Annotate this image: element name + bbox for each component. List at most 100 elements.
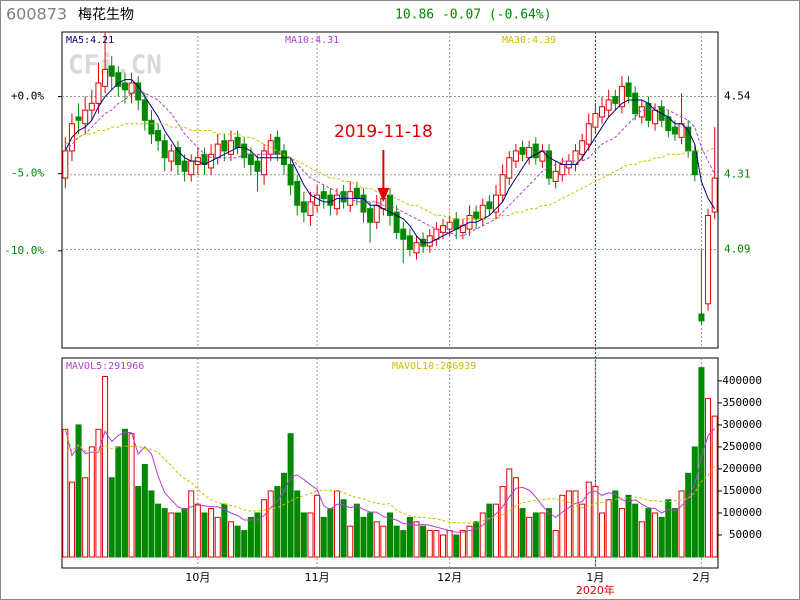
volume-bar	[625, 494, 632, 558]
volume-bar	[261, 499, 268, 558]
candle-body	[161, 140, 168, 159]
candle-body	[174, 147, 181, 166]
volume-bar	[711, 415, 718, 558]
candle-body	[532, 143, 539, 159]
volume-bar	[678, 490, 685, 558]
volume-bar	[161, 508, 168, 558]
candle-body	[294, 181, 301, 206]
ma-line	[64, 79, 716, 244]
y-tick-label: 400000	[722, 374, 762, 387]
watermark: CFi.CN	[68, 51, 162, 81]
candle-body	[493, 194, 500, 213]
volume-bar	[393, 525, 400, 558]
candle-body	[446, 221, 453, 230]
candle-body	[711, 177, 718, 213]
volume-bar	[386, 512, 394, 558]
candle-body	[75, 116, 82, 121]
volume-bar	[141, 464, 148, 558]
candle-body	[519, 147, 526, 155]
volume-bar	[671, 508, 678, 558]
volume-bar	[486, 503, 493, 558]
volume-bar	[327, 508, 334, 558]
candle-body	[486, 201, 493, 210]
volume-bar	[433, 530, 440, 558]
volume-bar	[532, 512, 539, 558]
candle-body	[62, 150, 69, 179]
candle-body	[473, 211, 480, 220]
volume-bar	[632, 503, 639, 558]
volume-bar	[102, 375, 109, 558]
volume-bar	[539, 512, 546, 558]
y-tick-label: 4.09	[724, 242, 751, 255]
candle-body	[307, 201, 314, 216]
volume-bar	[612, 490, 619, 558]
candle-body	[274, 136, 281, 155]
ma-line	[65, 123, 715, 220]
candle-body	[433, 228, 440, 240]
stock-code: 600873	[6, 5, 67, 24]
volume-bar	[493, 503, 500, 558]
volume-bar	[314, 494, 321, 558]
candle-body	[546, 150, 553, 179]
candle-body	[227, 140, 234, 155]
volume-bar	[108, 477, 115, 558]
candle-body	[115, 72, 122, 87]
candle-body	[340, 191, 347, 203]
volume-bar	[559, 494, 566, 558]
volume-bar	[68, 481, 75, 558]
volume-bar	[585, 481, 592, 558]
x-tick-label: 1月	[586, 571, 604, 584]
volume-bar	[221, 503, 228, 558]
volume-bar	[420, 525, 427, 558]
candle-body	[82, 109, 89, 125]
candle-body	[579, 140, 586, 155]
volume-bar	[62, 428, 69, 558]
volume-bar	[552, 530, 559, 558]
candle-body	[393, 211, 400, 233]
candle-body	[413, 242, 420, 254]
y-tick-label: 100000	[722, 506, 762, 519]
candle-body	[426, 235, 433, 247]
volume-bar	[685, 472, 692, 558]
quote: 10.86 -0.07 (-0.64%)	[395, 8, 552, 23]
candle-body	[141, 99, 148, 121]
y-tick-label: 4.31	[724, 168, 751, 181]
candle-body	[400, 228, 407, 240]
volume-bar	[638, 521, 645, 558]
candle-body	[287, 164, 294, 186]
volume-bar	[121, 428, 128, 558]
y2-tick-label: -10.0%	[4, 244, 44, 257]
y-tick-label: 150000	[722, 484, 762, 497]
candle-body	[592, 113, 599, 128]
volume-bar	[413, 521, 420, 558]
candle-body	[585, 123, 592, 145]
candle-body	[605, 99, 612, 111]
candle-body	[188, 160, 195, 176]
candle-body	[121, 82, 128, 91]
candle-body	[181, 160, 188, 172]
stock-name: 梅花生物	[78, 7, 134, 23]
volume-bar	[446, 530, 453, 558]
volume-bar	[294, 490, 301, 558]
volume-bar	[115, 446, 122, 558]
legend-entry: MA10:4.31	[285, 35, 339, 46]
volume-bar	[287, 433, 294, 558]
annotation: 2019-11-18	[334, 122, 433, 142]
volume-bar	[353, 503, 360, 558]
volume-bar	[194, 503, 201, 558]
candle-body	[698, 313, 705, 322]
candle-body	[638, 106, 645, 118]
candle-body	[234, 136, 241, 149]
candle-body	[512, 150, 519, 162]
candle-body	[625, 82, 632, 98]
volume-bar	[473, 521, 480, 558]
volume-bar	[208, 508, 215, 558]
volume-bar	[506, 468, 513, 558]
volume-bar	[347, 525, 354, 558]
candle-body	[320, 191, 327, 199]
candle-body	[526, 147, 533, 159]
volume-bar	[526, 516, 533, 558]
volume-bar	[95, 428, 102, 558]
volume-bar	[373, 521, 380, 558]
volume-bar	[579, 503, 586, 558]
